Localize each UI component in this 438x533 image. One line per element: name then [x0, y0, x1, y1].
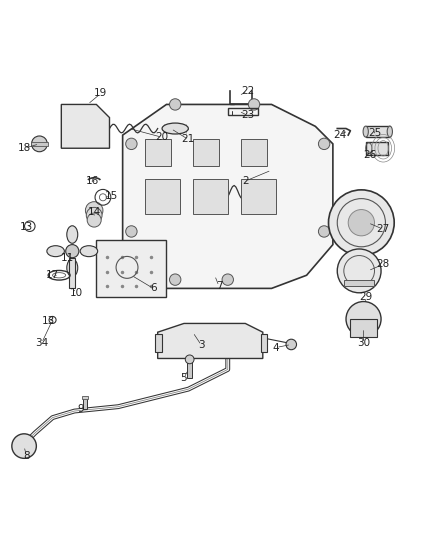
- Circle shape: [337, 249, 381, 293]
- Bar: [31, 142, 48, 146]
- Polygon shape: [96, 240, 166, 297]
- Bar: [350, 319, 377, 336]
- Circle shape: [185, 355, 194, 364]
- Text: 30: 30: [357, 338, 370, 348]
- Bar: [69, 258, 75, 288]
- Text: 6: 6: [150, 284, 157, 293]
- Text: 25: 25: [368, 128, 381, 138]
- Ellipse shape: [363, 126, 368, 137]
- Polygon shape: [61, 104, 110, 148]
- Bar: [83, 398, 87, 409]
- Bar: [241, 140, 267, 166]
- Circle shape: [86, 207, 102, 223]
- Circle shape: [318, 226, 330, 237]
- Bar: [344, 280, 374, 286]
- Ellipse shape: [67, 259, 78, 277]
- Text: 2: 2: [242, 176, 249, 186]
- Bar: [82, 395, 88, 399]
- Polygon shape: [158, 324, 263, 359]
- Circle shape: [12, 434, 36, 458]
- Circle shape: [170, 274, 181, 285]
- Circle shape: [348, 209, 374, 236]
- Ellipse shape: [80, 246, 98, 257]
- Circle shape: [222, 274, 233, 285]
- Bar: [145, 140, 171, 166]
- Circle shape: [318, 138, 330, 150]
- Ellipse shape: [387, 126, 392, 137]
- Text: 22: 22: [241, 86, 254, 96]
- Text: 4: 4: [272, 343, 279, 352]
- Text: 9: 9: [78, 404, 85, 414]
- Bar: [228, 108, 258, 115]
- Polygon shape: [123, 104, 333, 288]
- Text: 21: 21: [182, 134, 195, 144]
- Text: 13: 13: [42, 316, 55, 326]
- Text: 3: 3: [198, 341, 205, 350]
- Text: 16: 16: [85, 176, 99, 186]
- Circle shape: [328, 190, 394, 255]
- Text: 14: 14: [88, 207, 101, 217]
- Text: 10: 10: [70, 288, 83, 298]
- Circle shape: [66, 245, 79, 258]
- Bar: [193, 179, 228, 214]
- Ellipse shape: [162, 123, 188, 134]
- Circle shape: [170, 99, 181, 110]
- Text: 7: 7: [215, 281, 223, 291]
- Bar: [366, 126, 390, 138]
- Text: 26: 26: [364, 150, 377, 160]
- Circle shape: [32, 136, 47, 152]
- Bar: [193, 140, 219, 166]
- Bar: [155, 334, 162, 352]
- Bar: [261, 334, 267, 352]
- Bar: [241, 179, 276, 214]
- Text: 5: 5: [180, 373, 187, 383]
- Text: 8: 8: [23, 451, 30, 461]
- Text: 15: 15: [105, 191, 118, 201]
- Text: 20: 20: [155, 132, 169, 142]
- Circle shape: [346, 302, 381, 336]
- Text: 24: 24: [333, 130, 346, 140]
- Circle shape: [85, 201, 103, 219]
- Text: 19: 19: [94, 88, 107, 99]
- Ellipse shape: [47, 246, 64, 257]
- Circle shape: [126, 138, 137, 150]
- Text: 34: 34: [35, 338, 48, 348]
- Circle shape: [126, 226, 137, 237]
- Text: 18: 18: [18, 143, 31, 154]
- Bar: [187, 361, 192, 378]
- Text: 27: 27: [377, 224, 390, 235]
- Text: 23: 23: [241, 110, 254, 120]
- Text: 13: 13: [20, 222, 33, 232]
- Text: 28: 28: [377, 260, 390, 269]
- Bar: [145, 179, 180, 214]
- Circle shape: [248, 99, 260, 110]
- Circle shape: [286, 339, 297, 350]
- Circle shape: [87, 213, 101, 227]
- Bar: [366, 142, 388, 155]
- Text: 11: 11: [61, 253, 74, 263]
- Ellipse shape: [67, 226, 78, 243]
- Text: 17: 17: [46, 270, 59, 280]
- Text: 29: 29: [359, 292, 372, 302]
